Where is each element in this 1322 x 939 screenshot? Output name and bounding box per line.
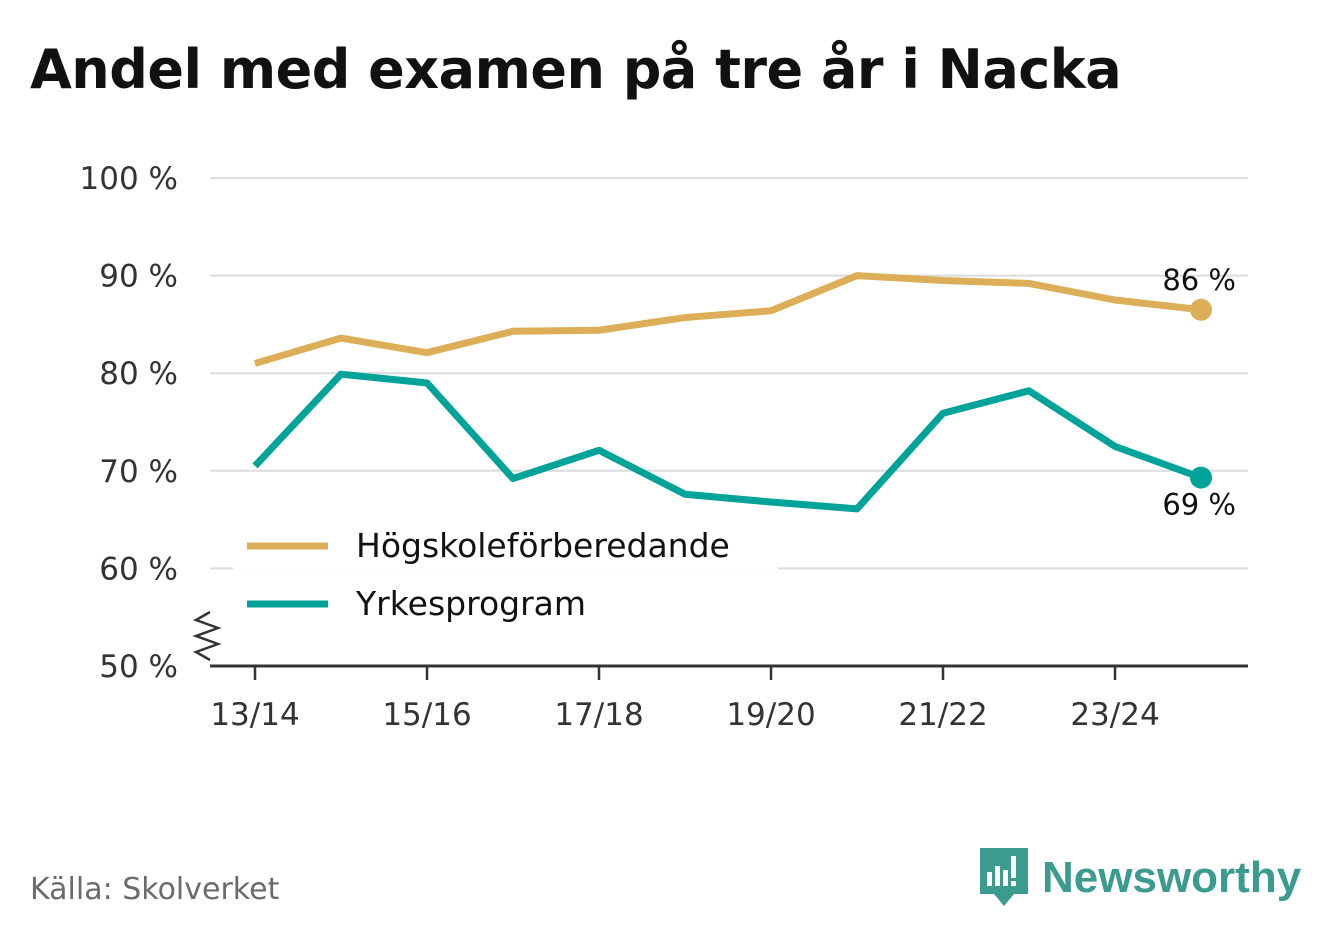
brand-name: Newsworthy bbox=[1042, 853, 1302, 902]
x-tick-label: 15/16 bbox=[382, 697, 471, 733]
y-tick-label: 70 % bbox=[99, 454, 178, 490]
y-tick-label: 50 % bbox=[99, 649, 178, 685]
x-tick-label: 23/24 bbox=[1070, 697, 1159, 733]
source-note: Källa: Skolverket bbox=[30, 872, 280, 907]
legend-label: Yrkesprogram bbox=[355, 584, 586, 623]
y-tick-label: 90 % bbox=[99, 259, 178, 295]
y-tick-label: 80 % bbox=[99, 356, 178, 392]
data-label: 86 % bbox=[1162, 263, 1236, 297]
y-tick-label: 100 % bbox=[80, 161, 178, 197]
series-line-hogskoleforberedande bbox=[254, 272, 1202, 367]
series-line-yrkesprogram bbox=[252, 370, 1203, 513]
series-end-point bbox=[1190, 298, 1212, 321]
x-tick-label: 19/20 bbox=[726, 697, 815, 733]
data-label: 69 % bbox=[1162, 488, 1236, 522]
x-tick-label: 17/18 bbox=[554, 697, 643, 733]
legend-label: Högskoleförberedande bbox=[356, 526, 730, 565]
x-tick-label: 21/22 bbox=[898, 697, 987, 733]
brand-logo: Newsworthy bbox=[980, 848, 1301, 908]
axis-break-icon bbox=[192, 610, 222, 662]
newsworthy-logo-icon bbox=[980, 848, 1028, 906]
x-tick-label: 13/14 bbox=[210, 697, 299, 733]
series-end-point bbox=[1190, 466, 1212, 489]
y-tick-label: 60 % bbox=[99, 551, 178, 587]
chart-title: Andel med examen på tre år i Nacka bbox=[30, 38, 1122, 101]
legend-box bbox=[233, 520, 778, 632]
